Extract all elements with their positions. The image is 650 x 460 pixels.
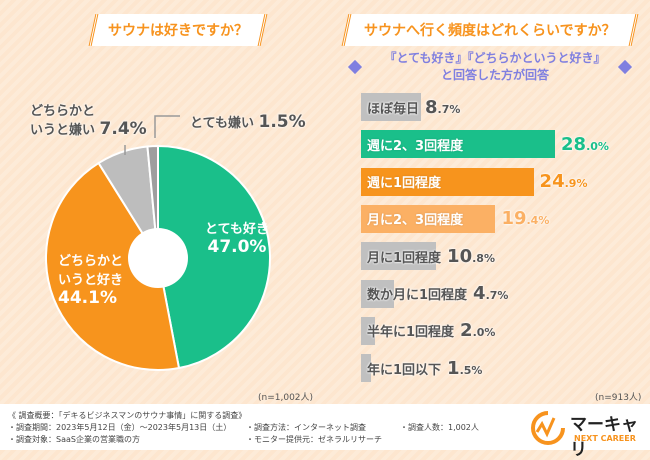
pie-slice-0 [157,144,271,370]
label-slice-2: どちらかと いうと嫌い 7.4% [30,104,147,139]
bar-category-label: 週に1回程度 [367,176,442,192]
bar-category-label: 月に2、3回程度 [367,213,464,229]
bar-value-label: 1.5% [447,357,483,379]
label-slice-0: とても好き 47.0% [205,222,269,257]
bar [361,354,372,383]
bar [361,93,422,121]
pie-n: (n=1,002人) [258,393,314,403]
bar-subtitle: 『とても好き』『どちらかというと好き』と回答した方が回答 [384,51,606,82]
bar-value-label: 2.0% [460,320,496,342]
bar-row: ほぼ毎日 8.7% [361,93,460,121]
bar-row: 月に2、3回程度 19.4% [361,204,550,233]
logo: マーキャリ NEXT CAREER [530,408,645,460]
bar-title: サウナへ行く頻度はどれくらいですか？ [341,14,639,46]
bar-value-label: 28.0% [561,133,609,155]
bar-value-label: 8.7% [425,96,461,118]
label-slice-1: どちらかと いうと好き 44.1% [58,254,124,308]
bar-row: 年に1回以下 1.5% [361,354,483,383]
bar-value-label: 10.8% [447,245,495,267]
logo-icon [531,411,565,445]
bar [361,279,394,308]
bar-category-label: 月に1回程度 [367,250,442,266]
logo-tag: NEXT CAREER [574,434,636,443]
bar-category-label: 週に2、3回程度 [367,138,464,154]
bar [361,130,556,159]
bar-row: 週に1回程度 24.9% [361,167,588,196]
leader-line [154,115,180,138]
footer: 《 調査概要：「デキるビジネスマンのサウナ事情」に関する調査》 ・調査期間：20… [0,404,650,460]
bar-category-label: 数か月に1回程度 [367,288,468,303]
bar-row: 数か月に1回程度 4.7% [361,279,509,308]
bar-value-label: 4.7% [473,283,509,304]
pie-chart [45,115,271,371]
footer-text: ・調査期間：2023年5月12日（金）～2023年5月13日（土） [8,423,232,432]
bar-value-label: 19.4% [501,208,550,230]
footer-text: ・調査対象：SaaS企業の営業職の方 [8,435,140,444]
footer-text: 《 調査概要：「デキるビジネスマンのサウナ事情」に関する調査》 [8,411,247,420]
bar [361,316,375,345]
bar [361,242,436,271]
pie-slice-1 [45,161,181,371]
bar-category-label: 年に1回以下 [367,362,442,378]
bar-row: 半年に1回程度 2.0% [361,316,496,345]
footer-text: ・モニター提供元：ゼネラルリサーチ [246,435,382,444]
footer-text: ・調査方法：インターネット調査 [246,423,366,432]
pie-hole [128,228,188,288]
bar-row: 月に1回程度 10.8% [361,242,495,271]
bar [361,167,534,196]
label-slice-3: とても嫌い 1.5% [190,112,306,132]
bar-row: 週に2、3回程度 28.0% [361,130,609,159]
bar-category-label: 半年に1回程度 [367,325,455,341]
bar [361,204,496,233]
bar-n: (n=913人) [595,393,642,403]
bar-value-label: 24.9% [539,171,588,193]
footer-text: ・調査人数：1,002人 [400,423,479,432]
bar-category-label: ほぼ毎日 [367,101,420,117]
